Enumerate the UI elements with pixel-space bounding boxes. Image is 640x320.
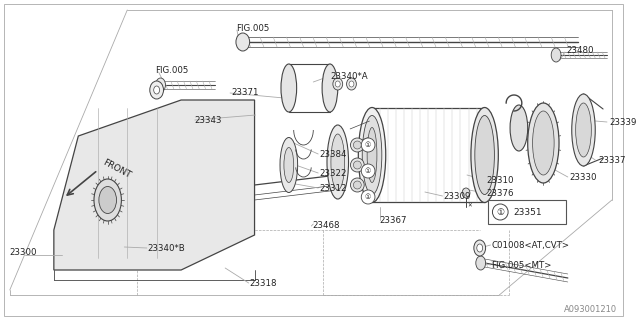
- Text: 23367: 23367: [379, 215, 406, 225]
- Text: 23300: 23300: [10, 247, 37, 257]
- Ellipse shape: [335, 81, 340, 87]
- Ellipse shape: [477, 244, 483, 252]
- Text: 23339: 23339: [609, 117, 636, 126]
- Ellipse shape: [358, 108, 386, 203]
- Text: 23371: 23371: [231, 87, 259, 97]
- Ellipse shape: [475, 116, 495, 195]
- Ellipse shape: [331, 134, 344, 190]
- Text: 23340*A: 23340*A: [330, 71, 367, 81]
- FancyArrowPatch shape: [350, 121, 369, 129]
- Text: ①: ①: [365, 194, 371, 200]
- Ellipse shape: [322, 64, 338, 112]
- Text: 23340*B: 23340*B: [148, 244, 186, 252]
- Text: FIG.005: FIG.005: [236, 23, 269, 33]
- Ellipse shape: [367, 127, 377, 182]
- Text: 23384: 23384: [319, 149, 347, 158]
- Text: ①: ①: [365, 168, 371, 174]
- Text: 23309: 23309: [444, 191, 471, 201]
- FancyBboxPatch shape: [488, 200, 566, 224]
- Ellipse shape: [150, 81, 163, 99]
- Text: 23337: 23337: [598, 156, 626, 164]
- Ellipse shape: [349, 81, 354, 87]
- Text: 23376: 23376: [486, 188, 514, 197]
- Circle shape: [361, 164, 375, 178]
- Ellipse shape: [551, 48, 561, 62]
- Circle shape: [351, 178, 364, 192]
- Circle shape: [353, 181, 361, 189]
- Ellipse shape: [575, 103, 591, 157]
- Ellipse shape: [99, 187, 116, 213]
- Ellipse shape: [532, 111, 554, 175]
- Ellipse shape: [327, 125, 349, 199]
- Text: 23310: 23310: [486, 175, 514, 185]
- Circle shape: [351, 158, 364, 172]
- Ellipse shape: [154, 86, 159, 94]
- Ellipse shape: [462, 188, 470, 198]
- Text: 23330: 23330: [570, 172, 597, 181]
- Text: 23351: 23351: [513, 207, 541, 217]
- Text: 23322: 23322: [319, 169, 347, 178]
- Text: FRONT: FRONT: [102, 158, 133, 180]
- Circle shape: [351, 138, 364, 152]
- Text: 23480: 23480: [566, 45, 593, 54]
- Text: ✕: ✕: [467, 204, 472, 209]
- Ellipse shape: [347, 78, 356, 90]
- Text: 23318: 23318: [250, 278, 277, 287]
- Ellipse shape: [510, 105, 528, 151]
- Ellipse shape: [476, 256, 486, 270]
- Text: 23312: 23312: [319, 183, 347, 193]
- Text: 23343: 23343: [195, 116, 222, 124]
- Ellipse shape: [362, 116, 382, 195]
- Text: FIG.005<MT>: FIG.005<MT>: [492, 260, 552, 269]
- Text: 23468: 23468: [312, 220, 340, 229]
- Text: C01008<AT,CVT>: C01008<AT,CVT>: [492, 241, 570, 250]
- Ellipse shape: [94, 179, 122, 221]
- Text: ①: ①: [496, 207, 504, 217]
- Circle shape: [353, 161, 361, 169]
- Ellipse shape: [471, 108, 499, 203]
- Text: A093001210: A093001210: [564, 305, 617, 314]
- Ellipse shape: [156, 78, 166, 92]
- Ellipse shape: [280, 138, 298, 193]
- Ellipse shape: [284, 148, 294, 182]
- Polygon shape: [54, 100, 255, 270]
- Text: FIG.005: FIG.005: [155, 66, 188, 75]
- Circle shape: [353, 141, 361, 149]
- Circle shape: [361, 138, 375, 152]
- Circle shape: [361, 190, 375, 204]
- Ellipse shape: [528, 103, 559, 183]
- Ellipse shape: [281, 64, 297, 112]
- Ellipse shape: [474, 240, 486, 256]
- Text: ①: ①: [365, 142, 371, 148]
- Ellipse shape: [236, 33, 250, 51]
- Circle shape: [492, 204, 508, 220]
- Ellipse shape: [572, 94, 595, 166]
- FancyArrowPatch shape: [350, 137, 369, 145]
- Ellipse shape: [333, 78, 342, 90]
